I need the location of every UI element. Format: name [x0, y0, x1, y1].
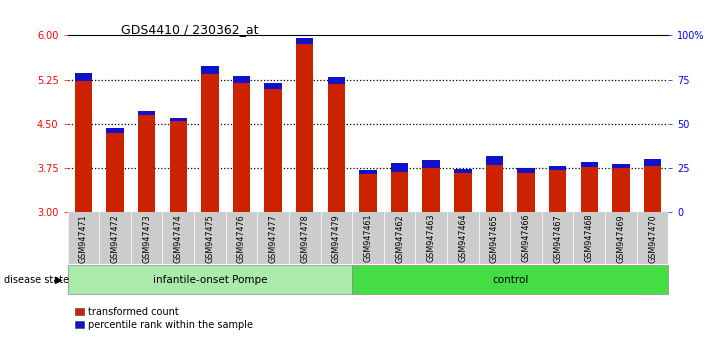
Text: GSM947479: GSM947479 — [332, 214, 341, 263]
Bar — [328, 84, 345, 212]
Text: GSM947472: GSM947472 — [110, 214, 119, 263]
Bar — [138, 111, 155, 115]
Bar — [75, 73, 92, 81]
Bar — [518, 173, 535, 212]
Text: disease state: disease state — [4, 275, 69, 285]
Bar — [201, 66, 218, 74]
Bar — [264, 82, 282, 88]
Text: GSM947465: GSM947465 — [490, 214, 499, 263]
Bar — [201, 74, 218, 212]
Text: GSM947471: GSM947471 — [79, 214, 88, 263]
Bar — [549, 166, 567, 170]
Bar — [391, 172, 408, 212]
Bar — [232, 75, 250, 82]
Text: control: control — [492, 275, 528, 285]
Bar — [612, 168, 630, 212]
Bar — [296, 44, 314, 212]
Bar — [422, 160, 440, 168]
Bar — [422, 168, 440, 212]
Bar — [106, 128, 124, 133]
Bar — [581, 162, 598, 167]
Bar — [169, 121, 187, 212]
Bar — [328, 77, 345, 84]
Bar — [581, 167, 598, 212]
Text: GSM947467: GSM947467 — [553, 214, 562, 263]
Bar — [232, 82, 250, 212]
Bar — [454, 173, 471, 212]
Text: GSM947469: GSM947469 — [616, 214, 626, 263]
Text: GDS4410 / 230362_at: GDS4410 / 230362_at — [121, 23, 258, 36]
Bar — [75, 81, 92, 212]
Bar — [454, 169, 471, 173]
Bar — [359, 170, 377, 174]
Bar — [644, 159, 661, 166]
Bar — [391, 164, 408, 172]
Bar — [264, 88, 282, 212]
Text: GSM947470: GSM947470 — [648, 214, 657, 263]
Bar — [644, 166, 661, 212]
Text: GSM947475: GSM947475 — [205, 214, 214, 263]
Bar — [549, 170, 567, 212]
Text: infantile-onset Pompe: infantile-onset Pompe — [153, 275, 267, 285]
Bar — [359, 174, 377, 212]
Legend: transformed count, percentile rank within the sample: transformed count, percentile rank withi… — [73, 304, 256, 333]
Bar — [352, 266, 668, 294]
Bar — [68, 266, 352, 294]
Bar — [486, 165, 503, 212]
Text: GSM947478: GSM947478 — [300, 214, 309, 263]
Bar — [138, 115, 155, 212]
Bar — [296, 38, 314, 44]
Bar — [612, 164, 630, 168]
Text: GSM947464: GSM947464 — [459, 214, 467, 262]
Text: ▶: ▶ — [55, 275, 63, 285]
Bar — [106, 133, 124, 212]
Bar — [169, 118, 187, 121]
Bar — [518, 167, 535, 173]
Text: GSM947474: GSM947474 — [173, 214, 183, 263]
Text: GSM947473: GSM947473 — [142, 214, 151, 263]
Text: GSM947476: GSM947476 — [237, 214, 246, 263]
Bar — [486, 156, 503, 165]
Text: GSM947477: GSM947477 — [269, 214, 277, 263]
Text: GSM947466: GSM947466 — [522, 214, 530, 262]
Text: GSM947462: GSM947462 — [395, 214, 404, 263]
Text: GSM947468: GSM947468 — [584, 214, 594, 262]
Text: GSM947461: GSM947461 — [363, 214, 373, 262]
Text: GSM947463: GSM947463 — [427, 214, 436, 262]
